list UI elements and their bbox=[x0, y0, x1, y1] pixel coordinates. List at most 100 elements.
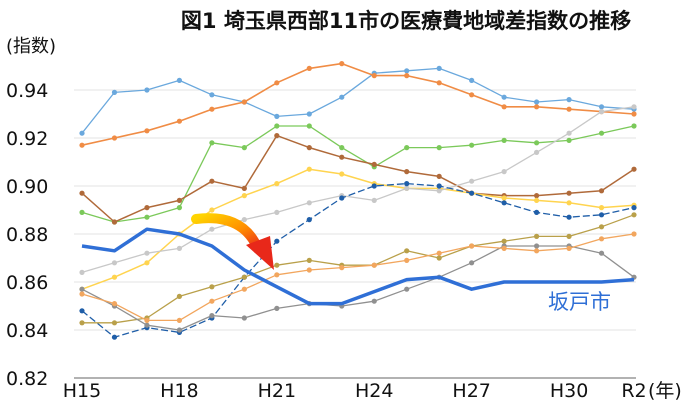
data-point bbox=[436, 188, 442, 194]
series-5 bbox=[79, 166, 637, 292]
data-point bbox=[144, 87, 150, 93]
y-tick-labels: 0.82 0.84 0.86 0.88 0.90 0.92 0.94 bbox=[6, 80, 48, 390]
data-point bbox=[176, 205, 183, 211]
data-point bbox=[533, 193, 540, 199]
data-point bbox=[274, 238, 280, 244]
data-point bbox=[469, 190, 475, 196]
data-point bbox=[241, 217, 247, 223]
y-tick-label: 0.82 bbox=[6, 368, 48, 390]
data-point bbox=[631, 231, 637, 237]
data-point bbox=[306, 145, 312, 151]
data-point bbox=[144, 214, 150, 220]
data-point bbox=[79, 320, 85, 326]
data-point bbox=[111, 320, 118, 326]
data-point bbox=[144, 317, 150, 323]
x-axis-unit-label: (年) bbox=[648, 380, 682, 402]
data-point bbox=[274, 209, 280, 215]
data-point bbox=[598, 250, 605, 256]
data-point bbox=[306, 65, 312, 71]
series-2 bbox=[79, 61, 637, 148]
data-point bbox=[533, 233, 540, 239]
y-axis-label: (指数) bbox=[6, 36, 56, 57]
data-point bbox=[404, 248, 410, 254]
data-point bbox=[501, 104, 507, 110]
data-point bbox=[144, 205, 150, 211]
data-point bbox=[209, 284, 215, 290]
data-point bbox=[306, 166, 312, 172]
data-point bbox=[79, 291, 85, 297]
data-point bbox=[469, 77, 475, 83]
data-point bbox=[533, 243, 540, 249]
series-layer bbox=[79, 61, 637, 340]
data-point bbox=[371, 183, 377, 189]
data-point bbox=[241, 286, 247, 292]
data-point bbox=[566, 137, 572, 143]
series-10 bbox=[79, 231, 637, 323]
data-point bbox=[371, 197, 377, 203]
series-line bbox=[81, 106, 635, 274]
data-point bbox=[209, 140, 215, 146]
trend-arrow bbox=[191, 213, 274, 270]
data-point bbox=[598, 212, 605, 218]
data-point bbox=[176, 327, 183, 333]
y-tick-label: 0.90 bbox=[6, 176, 48, 198]
data-point bbox=[501, 169, 507, 175]
data-point bbox=[436, 145, 442, 151]
y-tick-label: 0.92 bbox=[6, 128, 48, 150]
data-point bbox=[306, 217, 312, 223]
data-point bbox=[339, 265, 345, 271]
data-point bbox=[241, 99, 247, 105]
data-point bbox=[79, 269, 85, 275]
data-point bbox=[404, 185, 410, 191]
data-point bbox=[533, 99, 540, 105]
data-point bbox=[598, 130, 605, 136]
data-point bbox=[501, 195, 507, 201]
data-point bbox=[469, 92, 475, 98]
data-point bbox=[111, 89, 118, 95]
data-point bbox=[209, 298, 215, 304]
y-tick-label: 0.88 bbox=[6, 224, 48, 246]
data-point bbox=[631, 205, 637, 211]
x-tick-label: H21 bbox=[258, 380, 296, 402]
data-point bbox=[176, 77, 183, 83]
data-point bbox=[566, 200, 572, 206]
data-point bbox=[176, 118, 183, 124]
series-7 bbox=[79, 181, 637, 340]
x-tick-labels: H15 H18 H21 H24 H27 H30 R2 bbox=[63, 380, 647, 402]
data-point bbox=[111, 219, 118, 225]
data-point bbox=[469, 260, 475, 266]
data-point bbox=[501, 200, 507, 206]
data-point bbox=[598, 205, 605, 211]
data-point bbox=[469, 243, 475, 249]
data-point bbox=[436, 65, 442, 71]
data-point bbox=[209, 207, 215, 213]
data-point bbox=[404, 257, 410, 263]
data-point bbox=[209, 226, 215, 232]
data-point bbox=[274, 305, 280, 311]
data-point bbox=[533, 209, 540, 215]
series-line bbox=[81, 134, 635, 223]
data-point bbox=[339, 195, 345, 201]
x-tick-label: H18 bbox=[160, 380, 198, 402]
data-point bbox=[306, 267, 312, 273]
data-point bbox=[306, 123, 312, 129]
data-point bbox=[144, 322, 150, 328]
x-tick-label: H15 bbox=[63, 380, 101, 402]
series-9 bbox=[79, 243, 637, 333]
data-point bbox=[339, 61, 345, 67]
data-point bbox=[306, 257, 312, 263]
data-point bbox=[274, 262, 280, 268]
data-point bbox=[241, 315, 247, 321]
data-point bbox=[371, 298, 377, 304]
data-point bbox=[404, 286, 410, 292]
data-point bbox=[241, 185, 247, 191]
x-tick-label: H30 bbox=[550, 380, 588, 402]
data-point bbox=[631, 212, 637, 218]
data-point bbox=[598, 109, 605, 115]
data-point bbox=[306, 111, 312, 117]
data-point bbox=[436, 255, 442, 261]
data-point bbox=[436, 183, 442, 189]
series-3 bbox=[79, 123, 637, 225]
chart-title: 図1 埼玉県西部11市の医療費地域差指数の推移 bbox=[181, 9, 631, 33]
data-point bbox=[111, 301, 118, 307]
